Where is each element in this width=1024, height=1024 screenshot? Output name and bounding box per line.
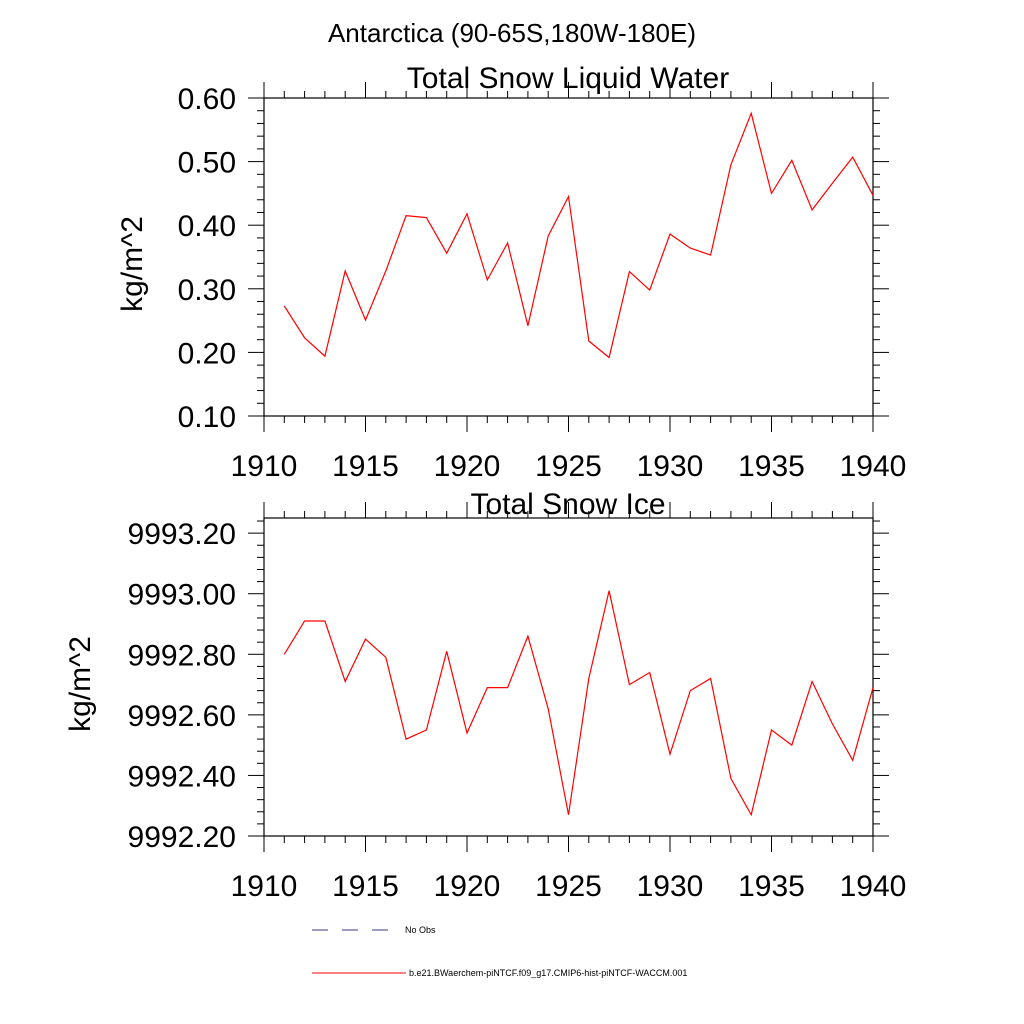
y-tick-label: 9992.40 bbox=[128, 760, 236, 793]
tick-labels: 1910 1915 1920 1925 1930 1935 1940 9992.20 9992.… bbox=[128, 518, 907, 903]
y-tick-label: 0.30 bbox=[178, 274, 236, 307]
y-tick-label: 9992.20 bbox=[128, 821, 236, 854]
y-axis-label: kg/m^2 bbox=[64, 636, 97, 732]
legend: No Obs b.e21.BWaerchem-piNTCF.f09_g17.CM… bbox=[312, 925, 687, 978]
panel-snow-liquid-water: Total Snow Liquid Water kg/m^2 1910 1915 1… bbox=[116, 62, 906, 483]
y-tick-label: 0.50 bbox=[178, 147, 236, 180]
legend-label-model: b.e21.BWaerchem-piNTCF.f09_g17.CMIP6-his… bbox=[409, 968, 687, 978]
x-tick-label: 1915 bbox=[332, 870, 399, 903]
series bbox=[283, 111, 874, 359]
series-line bbox=[283, 111, 874, 359]
x-tick-label: 1910 bbox=[231, 450, 298, 483]
x-tick-label: 1915 bbox=[332, 450, 399, 483]
plot-frame bbox=[263, 97, 874, 417]
y-tick-label: 9992.60 bbox=[128, 700, 236, 733]
axes bbox=[248, 82, 889, 432]
y-tick-label: 9992.80 bbox=[128, 639, 236, 672]
tick-labels: 1910 1915 1920 1925 1930 1935 1940 0.10 0.20 0.30… bbox=[178, 83, 907, 483]
x-tick-label: 1935 bbox=[738, 450, 805, 483]
y-tick-label: 0.60 bbox=[178, 83, 236, 116]
y-axis-label: kg/m^2 bbox=[116, 216, 149, 312]
x-tick-label: 1920 bbox=[434, 870, 501, 903]
panel-snow-ice: Total Snow Ice kg/m^2 1910 1915 1920 1925 19… bbox=[64, 488, 906, 903]
x-tick-label: 1935 bbox=[738, 870, 805, 903]
series bbox=[283, 590, 874, 817]
x-tick-label: 1925 bbox=[535, 450, 602, 483]
x-tick-label: 1930 bbox=[637, 450, 704, 483]
y-tick-label: 0.40 bbox=[178, 210, 236, 243]
y-tick-label: 9993.20 bbox=[128, 518, 236, 551]
axes bbox=[248, 502, 889, 852]
figure-title: Antarctica (90-65S,180W-180E) bbox=[328, 18, 696, 48]
x-tick-label: 1930 bbox=[637, 870, 704, 903]
x-tick-label: 1940 bbox=[840, 870, 907, 903]
plot-frame bbox=[263, 517, 874, 837]
series-line bbox=[283, 590, 874, 817]
y-tick-label: 0.10 bbox=[178, 401, 236, 434]
y-tick-label: 0.20 bbox=[178, 337, 236, 370]
y-tick-label: 9993.00 bbox=[128, 579, 236, 612]
x-tick-label: 1925 bbox=[535, 870, 602, 903]
x-tick-label: 1940 bbox=[840, 450, 907, 483]
x-tick-label: 1920 bbox=[434, 450, 501, 483]
x-tick-label: 1910 bbox=[231, 870, 298, 903]
legend-label-obs: No Obs bbox=[405, 925, 436, 935]
